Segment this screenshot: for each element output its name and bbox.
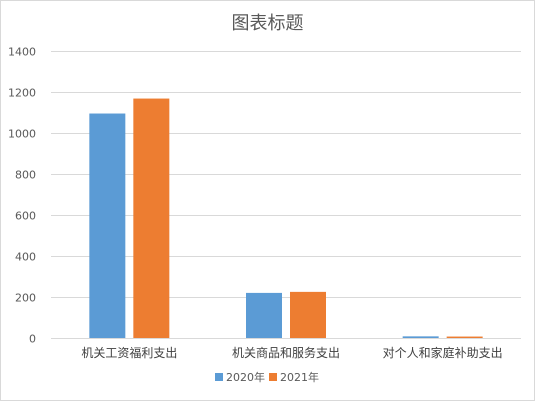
bar <box>290 291 326 338</box>
y-tick-label: 800 <box>15 169 36 182</box>
bar <box>446 336 483 338</box>
bar <box>402 336 439 338</box>
bar <box>133 98 170 338</box>
y-tick-label: 600 <box>15 210 36 223</box>
y-tick-label: 1200 <box>8 87 36 100</box>
x-category-label: 机关商品和服务支出 <box>232 345 340 360</box>
bar <box>89 113 126 339</box>
y-tick-label: 200 <box>15 292 36 305</box>
legend-swatch <box>215 373 223 381</box>
y-tick-label: 1000 <box>8 128 36 141</box>
legend-swatch <box>269 373 277 381</box>
y-tick-label: 0 <box>29 333 36 346</box>
legend-label: 2021年 <box>280 370 319 384</box>
x-category-label: 机关工资福利支出 <box>81 345 177 360</box>
y-tick-label: 400 <box>15 251 36 264</box>
y-tick-label: 1400 <box>8 46 36 59</box>
bar <box>246 292 282 338</box>
x-category-label: 对个人和家庭补助支出 <box>383 345 503 360</box>
legend-label: 2020年 <box>226 370 265 384</box>
chart-title: 图表标题 <box>231 13 304 34</box>
